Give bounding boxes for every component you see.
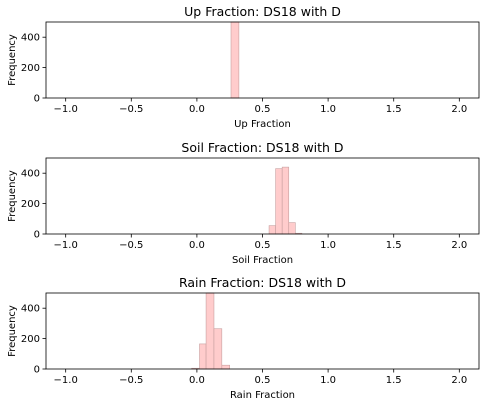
chart-title: Up Fraction: DS18 with D — [184, 4, 341, 19]
y-tick-label: 400 — [21, 304, 40, 315]
x-tick-label: 1.5 — [386, 240, 402, 251]
histogram-panel: −1.0 −0.5 0.0 0.5 1.0 1.5 2.0 0 200 400 Rain Fract… — [7, 275, 480, 401]
x-axis-label: Soil Fraction — [232, 255, 293, 266]
x-tick-label: 1.5 — [386, 104, 402, 115]
x-tick-label: 1.0 — [320, 375, 336, 386]
x-tick-label: 1.0 — [320, 240, 336, 251]
chart-title: Rain Fraction: DS18 with D — [179, 275, 346, 290]
x-tick-label: −0.5 — [119, 375, 143, 386]
x-tick-label: −1.0 — [54, 375, 78, 386]
histogram-bar — [281, 166, 290, 235]
x-tick-label: 0.5 — [255, 375, 271, 386]
y-axis-label: Frequency — [7, 305, 18, 357]
y-tick-label: 400 — [21, 33, 40, 44]
plot-frame — [45, 157, 480, 235]
y-tick-label: 0 — [34, 365, 40, 376]
x-axis-label: Rain Fraction — [230, 390, 295, 401]
x-tick-label: −1.0 — [54, 104, 78, 115]
x-tick-label: 1.0 — [320, 104, 336, 115]
y-tick-label: 200 — [21, 334, 40, 345]
x-tick-label: 0.0 — [189, 375, 205, 386]
chart-title: Soil Fraction: DS18 with D — [181, 140, 343, 155]
histogram-panel: −1.0 −0.5 0.0 0.5 1.0 1.5 2.0 0 200 400 Soil Fract… — [7, 140, 480, 266]
histogram-bar — [213, 328, 223, 370]
histogram-bar — [275, 168, 283, 235]
y-tick-label: 0 — [34, 230, 40, 241]
y-tick-label: 200 — [21, 199, 40, 210]
y-axis-label: Frequency — [7, 34, 18, 86]
x-tick-label: 2.0 — [451, 104, 467, 115]
histogram-panel: −1.0 −0.5 0.0 0.5 1.0 1.5 2.0 0 200 400 Up Fractio… — [7, 4, 480, 130]
x-tick-label: 0.5 — [255, 240, 271, 251]
plot-frame — [45, 292, 480, 370]
x-tick-label: 0.0 — [189, 104, 205, 115]
x-tick-label: 0.0 — [189, 240, 205, 251]
plot-frame — [45, 21, 480, 99]
x-tick-label: 0.5 — [255, 104, 271, 115]
histogram-bar — [221, 364, 230, 370]
y-tick-label: 200 — [21, 63, 40, 74]
y-axis-label: Frequency — [7, 170, 18, 222]
y-tick-label: 0 — [34, 94, 40, 105]
x-tick-label: −0.5 — [119, 104, 143, 115]
histogram-bar — [268, 225, 276, 235]
histogram-bar — [199, 343, 207, 370]
x-tick-label: 2.0 — [451, 240, 467, 251]
x-tick-label: −1.0 — [54, 240, 78, 251]
x-axis-label: Up Fraction — [234, 119, 291, 130]
x-tick-label: 2.0 — [451, 375, 467, 386]
x-tick-label: −0.5 — [119, 240, 143, 251]
histogram-bar — [205, 292, 215, 370]
histogram-bar — [288, 222, 296, 235]
y-tick-label: 400 — [21, 169, 40, 180]
x-tick-label: 1.5 — [386, 375, 402, 386]
histogram-bar — [230, 21, 240, 99]
